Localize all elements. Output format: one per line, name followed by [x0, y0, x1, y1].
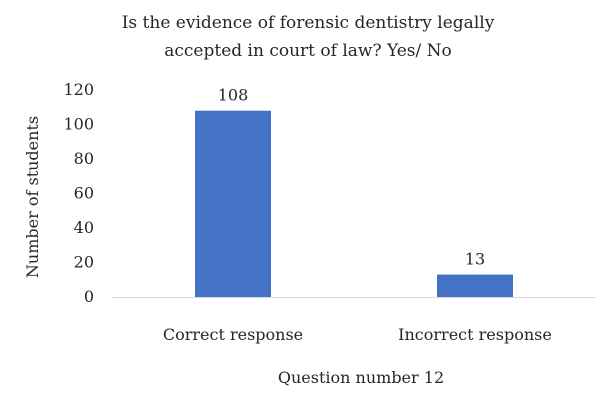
y-tick-label-40: 40: [74, 218, 94, 237]
y-tick-label-0: 0: [84, 287, 94, 306]
y-tick-label-60: 60: [74, 184, 94, 203]
x-tick-label-correct-response: Correct response: [163, 325, 303, 344]
y-axis-title: Number of students: [23, 116, 42, 278]
y-tick-label-100: 100: [63, 115, 94, 134]
y-tick-label-80: 80: [74, 149, 94, 168]
bars: [195, 110, 513, 297]
data-labels: 108 13: [218, 86, 485, 269]
bar-incorrect-response: [437, 274, 513, 297]
data-label-incorrect-response: 13: [465, 250, 485, 269]
y-tick-label-20: 20: [74, 253, 94, 272]
y-tick-label-120: 120: [63, 80, 94, 99]
chart-title-line-2: accepted in court of law? Yes/ No: [164, 41, 452, 61]
x-axis-category-labels: Correct response Incorrect response: [163, 325, 552, 344]
chart-title: Is the evidence of forensic dentistry le…: [122, 13, 495, 61]
data-label-correct-response: 108: [218, 86, 249, 105]
x-axis-title: Question number 12: [278, 368, 444, 387]
x-tick-label-incorrect-response: Incorrect response: [398, 325, 552, 344]
bar-correct-response: [195, 110, 271, 297]
y-axis-ticks: 0 20 40 60 80 100 120: [63, 80, 94, 306]
chart-title-line-1: Is the evidence of forensic dentistry le…: [122, 13, 495, 33]
